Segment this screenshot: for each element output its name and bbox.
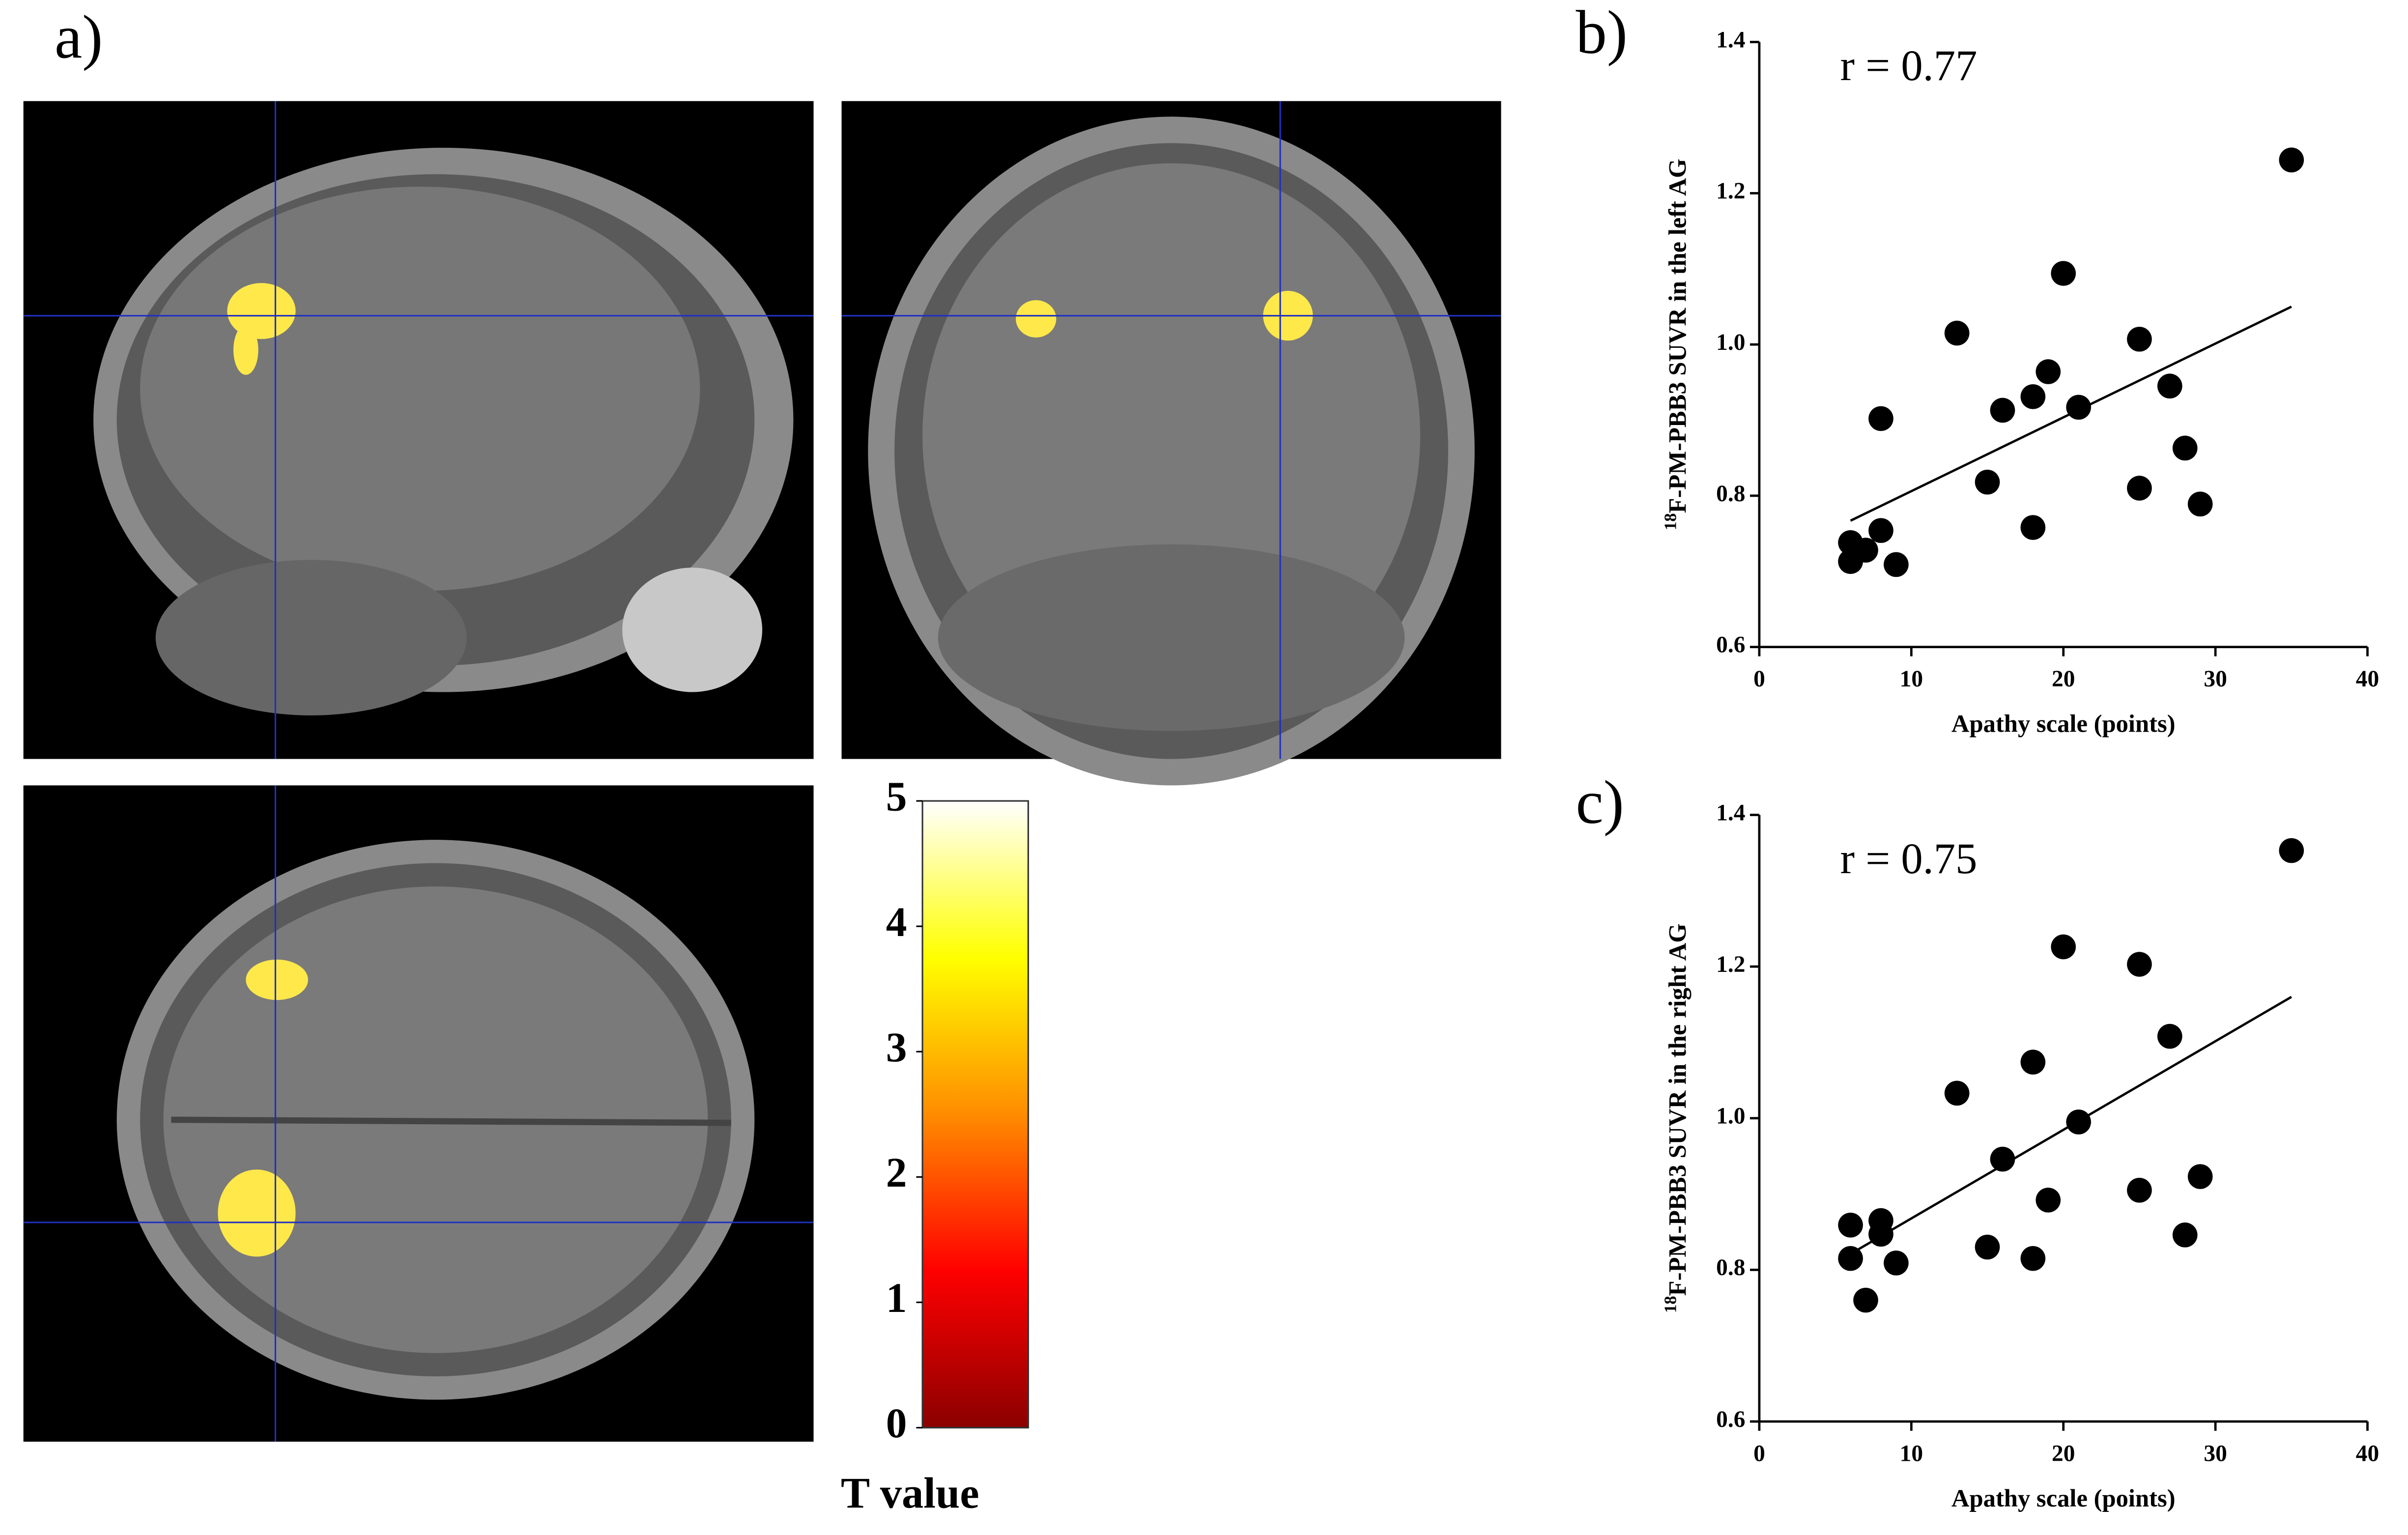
annotation: r = 0.77 — [1840, 42, 1978, 90]
colorbar-tick-label: 1 — [886, 1275, 907, 1321]
data-point — [2157, 1023, 2182, 1049]
panel-label: a) — [55, 3, 103, 72]
data-point — [2051, 261, 2076, 286]
data-point — [1990, 398, 2015, 423]
y-axis-label-text: F-PM-PBB3 SUVR in the right AG — [1663, 923, 1691, 1296]
x-tick-label: 30 — [2204, 666, 2227, 692]
y-tick-label: 1.4 — [1716, 800, 1745, 825]
panel-label: c) — [1576, 768, 1624, 837]
activation-blob — [1016, 300, 1057, 338]
colorbar-tick-label: 0 — [886, 1400, 907, 1447]
data-point — [1884, 1251, 1909, 1276]
data-point — [2020, 515, 2046, 540]
colorbar-label: T value — [841, 1469, 979, 1517]
brain-gray — [140, 186, 700, 591]
data-point — [1884, 552, 1909, 577]
y-tick-label: 1.0 — [1716, 330, 1745, 355]
data-point — [2020, 384, 2046, 409]
data-point — [2187, 491, 2213, 517]
x-tick-label: 10 — [1900, 1441, 1923, 1466]
y-tick-label: 0.8 — [1716, 481, 1745, 507]
data-point — [2172, 435, 2198, 461]
y-tick-label: 1.4 — [1716, 27, 1745, 53]
data-point — [1838, 1246, 1863, 1271]
data-point — [2127, 476, 2152, 501]
activation-blob — [246, 959, 308, 1000]
data-point — [2279, 147, 2304, 172]
data-point — [2020, 1246, 2046, 1271]
x-axis-label: Apathy scale (points) — [1951, 1484, 2176, 1512]
cerebellum — [938, 544, 1405, 731]
data-point — [2051, 934, 2076, 960]
data-point — [2035, 1188, 2061, 1213]
sagittal-image — [23, 101, 814, 759]
colorbar-tick-label: 2 — [886, 1150, 907, 1196]
activation-blob — [227, 283, 296, 340]
data-point — [2066, 395, 2092, 420]
data-point — [1868, 406, 1893, 431]
activation-blob — [218, 1169, 296, 1257]
x-tick-label: 10 — [1900, 666, 1923, 692]
x-axis-label: Apathy scale (points) — [1951, 710, 2176, 738]
colorbar-tick-label: 3 — [886, 1024, 907, 1071]
data-point — [1944, 320, 1970, 346]
colorbar — [921, 800, 1029, 1429]
x-tick-label: 20 — [2052, 1441, 2075, 1466]
x-tick-label: 40 — [2356, 666, 2379, 692]
data-point — [2157, 373, 2182, 399]
data-point — [1990, 1146, 2015, 1172]
y-tick-label: 0.6 — [1716, 1407, 1745, 1432]
y-axis-label-text: F-PM-PBB3 SUVR in the left AG — [1663, 159, 1691, 513]
data-point — [2127, 326, 2152, 352]
data-point — [1868, 518, 1893, 543]
orbit — [622, 568, 763, 692]
data-point — [2020, 1050, 2046, 1075]
y-axis-label-superscript: 18 — [1661, 513, 1680, 530]
y-tick-label: 1.0 — [1716, 1104, 1745, 1129]
annotation: r = 0.75 — [1840, 835, 1978, 883]
axial-image — [23, 785, 814, 1442]
y-tick-label: 1.2 — [1716, 952, 1745, 977]
x-tick-label: 0 — [1753, 666, 1765, 692]
data-point — [1838, 549, 1863, 574]
data-point — [2066, 1109, 2092, 1135]
activation-blob — [233, 325, 258, 375]
data-point — [1975, 1234, 2000, 1260]
data-point — [1853, 1287, 1878, 1313]
y-axis-label: 18F-PM-PBB3 SUVR in the left AG — [1661, 159, 1691, 530]
x-tick-label: 20 — [2052, 666, 2075, 692]
data-point — [2035, 359, 2061, 384]
colorbar-tick-label: 5 — [886, 774, 907, 820]
data-point — [1838, 1212, 1863, 1238]
data-point — [1868, 1222, 1893, 1247]
data-point — [2127, 952, 2152, 977]
midline — [171, 1116, 731, 1126]
coronal-image — [841, 101, 1501, 786]
data-point — [2187, 1164, 2213, 1189]
y-axis-label-superscript: 18 — [1661, 1296, 1680, 1313]
data-point — [1975, 469, 2000, 495]
x-tick-label: 0 — [1753, 1441, 1765, 1466]
data-point — [2127, 1178, 2152, 1203]
y-tick-label: 0.6 — [1716, 632, 1745, 658]
x-tick-label: 30 — [2204, 1441, 2227, 1466]
y-tick-label: 1.2 — [1716, 178, 1745, 204]
x-tick-label: 40 — [2356, 1441, 2379, 1466]
data-point — [1944, 1080, 1970, 1106]
y-axis-label: 18F-PM-PBB3 SUVR in the right AG — [1661, 923, 1691, 1313]
colorbar-tick-label: 4 — [886, 899, 907, 945]
data-point — [2172, 1222, 2198, 1248]
data-point — [2279, 838, 2304, 863]
cerebellum — [155, 560, 467, 715]
y-tick-label: 0.8 — [1716, 1255, 1745, 1280]
panel-label: b) — [1576, 0, 1627, 67]
